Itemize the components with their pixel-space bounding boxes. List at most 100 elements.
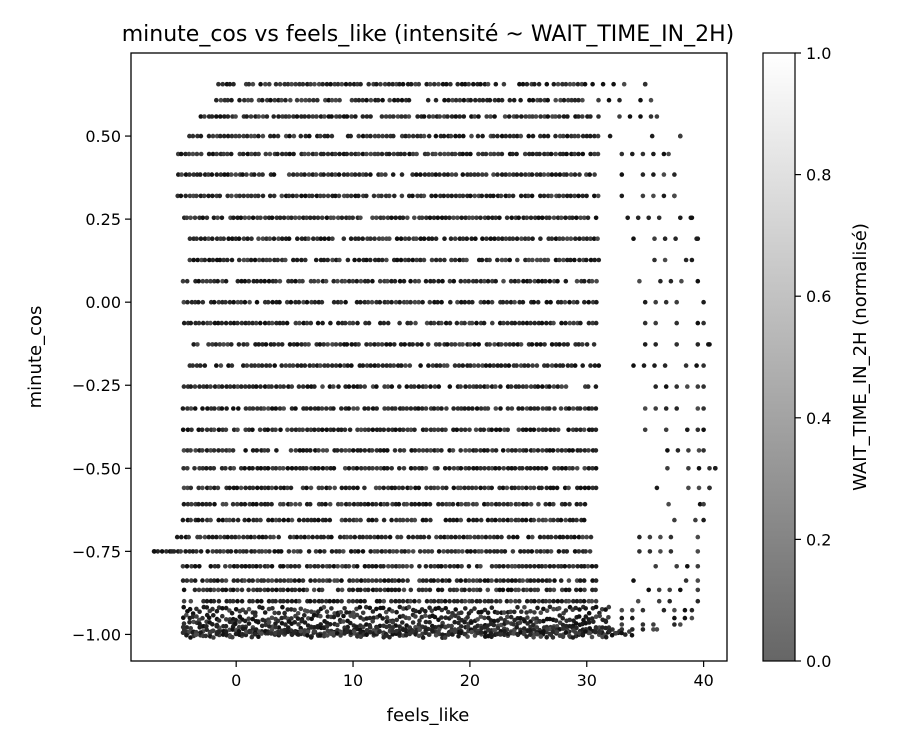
scatter-point [502, 632, 507, 638]
scatter-point [305, 517, 310, 523]
scatter-point [223, 427, 229, 433]
scatter-point [358, 215, 363, 221]
scatter-point [270, 517, 275, 523]
scatter-point [169, 549, 175, 554]
scatter-point [309, 466, 314, 471]
scatter-point [379, 534, 385, 540]
scatter-point [497, 501, 502, 507]
scatter-point [343, 501, 349, 507]
scatter-point [378, 320, 383, 326]
scatter-point [397, 598, 402, 604]
scatter-point [294, 534, 300, 540]
scatter-point [331, 598, 337, 604]
scatter-point [450, 97, 455, 103]
scatter-point [439, 598, 444, 604]
scatter-point [432, 299, 437, 305]
scatter-point [222, 172, 227, 177]
scatter-point [536, 517, 542, 523]
scatter-point [653, 406, 658, 411]
scatter-point [431, 406, 437, 411]
scatter-point [273, 485, 279, 491]
scatter-point [285, 215, 291, 221]
scatter-point [501, 517, 506, 523]
scatter-point [528, 485, 533, 491]
scatter-point [493, 384, 498, 389]
scatter-point [348, 620, 353, 626]
scatter-point [244, 114, 249, 119]
scatter-point [471, 81, 476, 87]
scatter-point [276, 534, 282, 540]
scatter-point [373, 485, 379, 491]
scatter-point [472, 606, 477, 611]
scatter-point [409, 564, 414, 569]
scatter-point [196, 320, 202, 326]
scatter-point [214, 133, 220, 139]
scatter-point [303, 257, 308, 263]
scatter-point [233, 114, 238, 119]
scatter-point [354, 278, 360, 284]
scatter-point [208, 466, 213, 471]
scatter-point [336, 320, 341, 326]
scatter-point [366, 427, 371, 433]
scatter-point [214, 236, 220, 241]
scatter-point [304, 215, 309, 221]
scatter-point [547, 501, 552, 507]
scatter-point [442, 151, 447, 157]
scatter-point [364, 257, 369, 263]
scatter-point [451, 466, 457, 471]
scatter-point [586, 299, 591, 305]
scatter-point [551, 384, 557, 389]
scatter-point [362, 466, 368, 471]
scatter-point [588, 363, 593, 368]
scatter-point [578, 485, 583, 491]
scatter-point [252, 151, 258, 157]
scatter-point [209, 114, 215, 119]
scatter-point [480, 151, 486, 157]
scatter-point [180, 630, 186, 635]
scatter-point [385, 278, 390, 284]
scatter-point [416, 406, 421, 411]
scatter-point [289, 384, 295, 389]
scatter-point [593, 614, 599, 619]
scatter-point [459, 215, 464, 221]
scatter-point [197, 564, 202, 569]
scatter-point [204, 578, 210, 583]
scatter-point [498, 406, 503, 411]
scatter-point [697, 501, 703, 507]
scatter-point [443, 427, 448, 433]
scatter-point [216, 448, 221, 453]
scatter-point [299, 114, 304, 119]
scatter-point [272, 610, 278, 616]
scatter-point [558, 517, 564, 523]
scatter-point [327, 564, 333, 569]
scatter-point [537, 619, 542, 624]
scatter-point [508, 501, 514, 507]
scatter-point [478, 81, 483, 87]
scatter-point [314, 151, 319, 157]
scatter-point [216, 427, 222, 433]
scatter-point [441, 549, 446, 554]
scatter-point [307, 501, 313, 507]
scatter-point [212, 564, 218, 569]
scatter-point [260, 605, 265, 611]
scatter-point [187, 619, 192, 625]
scatter-point [372, 151, 378, 157]
scatter-point [197, 625, 202, 630]
scatter-point [259, 631, 264, 636]
scatter-point [474, 406, 480, 411]
scatter-point [273, 517, 279, 523]
scatter-point [502, 628, 507, 634]
scatter-point [397, 81, 402, 87]
scatter-point [401, 587, 407, 593]
scatter-point [207, 257, 212, 263]
scatter-point [454, 517, 460, 523]
scatter-point [271, 114, 277, 119]
scatter-point [473, 97, 478, 103]
scatter-point [343, 448, 348, 453]
scatter-point [323, 501, 328, 507]
scatter-point [362, 578, 368, 583]
scatter-point [505, 620, 510, 625]
scatter-point [439, 624, 445, 629]
scatter-point [554, 485, 560, 491]
scatter-point [505, 564, 511, 569]
